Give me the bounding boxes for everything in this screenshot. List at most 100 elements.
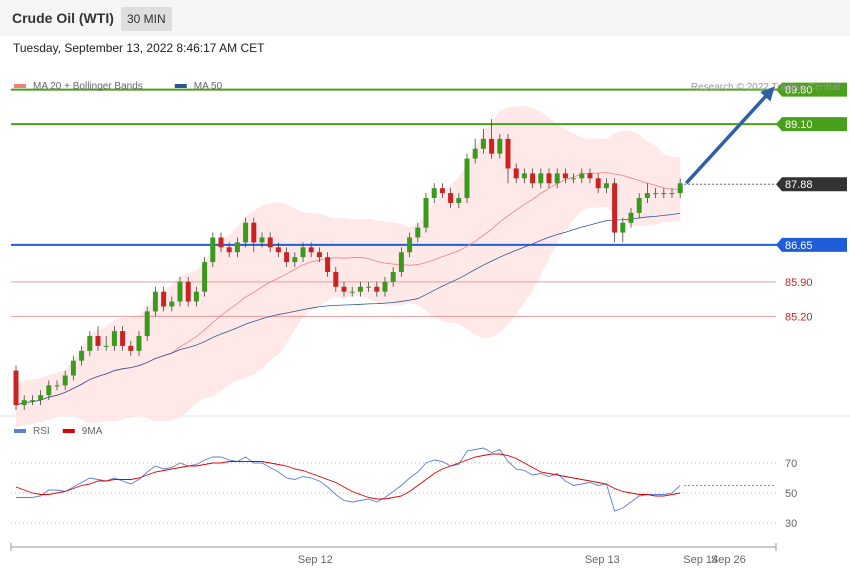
candle (152, 286, 158, 317)
rsi-tick-label: 30 (785, 518, 797, 530)
candlesticks (13, 86, 775, 410)
candle (103, 336, 109, 351)
candle (480, 129, 486, 154)
candle (431, 183, 437, 203)
candle (349, 286, 355, 297)
candle (439, 183, 445, 199)
credit-text: Research © 2022 Trading Central (691, 82, 840, 93)
rsi-tick-label: 70 (785, 458, 797, 470)
candle (595, 173, 601, 194)
candle (210, 232, 216, 268)
interval-button[interactable]: 30 MIN (121, 7, 172, 31)
candle (423, 193, 429, 233)
candle (38, 390, 44, 406)
level-tag-85.20: 85.20 (785, 311, 813, 323)
candle (62, 370, 68, 391)
candle (448, 188, 454, 208)
candle (538, 168, 544, 189)
level-value: 89.80 (785, 85, 813, 97)
candle (489, 119, 495, 159)
level-tag-89.80: 89.80 (776, 82, 847, 97)
timestamp: Tuesday, September 13, 2022 8:46:17 AM C… (13, 41, 265, 55)
candle (144, 306, 150, 341)
candle (259, 232, 265, 248)
rsi-series-9ma (15, 453, 681, 500)
candle (366, 281, 372, 292)
candle (398, 247, 404, 277)
candle (136, 331, 142, 356)
level-tag-85.90: 85.90 (785, 277, 813, 289)
level-tag-bg (776, 82, 847, 97)
candle (226, 242, 232, 258)
candle (251, 217, 257, 253)
moving-averages (15, 172, 681, 406)
candle (292, 252, 298, 268)
legend: MA 20 + Bollinger Bands MA 50 RSI 9MA (14, 81, 223, 437)
candle (341, 281, 347, 297)
candle (128, 340, 134, 356)
candle (169, 296, 175, 312)
ma50-line (15, 212, 681, 406)
candle (456, 193, 462, 208)
candle (193, 286, 199, 307)
bollinger-band-area (16, 105, 681, 428)
candle (161, 286, 167, 312)
candle (374, 281, 380, 297)
candle (267, 232, 273, 253)
time-tick-label: Sep 26 (711, 554, 746, 566)
candle (70, 355, 76, 381)
candle (390, 267, 396, 287)
time-tick-label: Sep 13 (585, 554, 620, 566)
svg-text:RSI: RSI (33, 426, 50, 437)
svg-text:9MA: 9MA (82, 426, 103, 437)
candle (554, 168, 560, 189)
candle (13, 365, 19, 410)
candle (644, 183, 650, 203)
candle (546, 168, 552, 189)
candle (357, 281, 363, 297)
candle (243, 217, 249, 248)
level-tag-bg (776, 117, 847, 132)
candle (464, 153, 470, 203)
candle (29, 395, 35, 406)
rsi-series-rsi (16, 447, 681, 512)
candle (530, 168, 536, 189)
candle (677, 178, 683, 199)
candle (325, 252, 331, 277)
time-tick-label: Sep 12 (298, 554, 333, 566)
candle (571, 173, 577, 184)
level-tag-bg (776, 177, 847, 192)
candle (111, 326, 117, 351)
candle (333, 267, 339, 292)
level-value: 87.88 (785, 179, 813, 191)
svg-text:MA 50: MA 50 (194, 81, 223, 92)
candle (653, 188, 659, 199)
price-legend-ma-50: MA 50 (174, 81, 223, 92)
candle (521, 168, 527, 184)
candle (308, 242, 314, 258)
candle (472, 138, 478, 164)
candle (79, 345, 85, 366)
rsi-legend-9ma: 9MA (62, 426, 103, 437)
candle (120, 326, 126, 351)
level-value: 85.90 (785, 277, 813, 289)
candle (612, 178, 618, 243)
candle (562, 168, 568, 184)
candle (587, 168, 593, 184)
candle (497, 133, 503, 159)
candle (284, 247, 290, 268)
candle (316, 247, 322, 263)
candle (579, 168, 585, 184)
candle (21, 395, 27, 410)
candle (275, 242, 281, 258)
rsi-tick-label: 50 (785, 488, 797, 500)
candle (407, 232, 413, 258)
level-labels: 89.80 89.10 87.88 86.65 85.90 85.20 (776, 82, 847, 323)
level-value: 86.65 (785, 240, 813, 252)
candle (661, 188, 667, 199)
level-tag-89.10: 89.10 (776, 117, 847, 132)
candle (300, 242, 306, 263)
